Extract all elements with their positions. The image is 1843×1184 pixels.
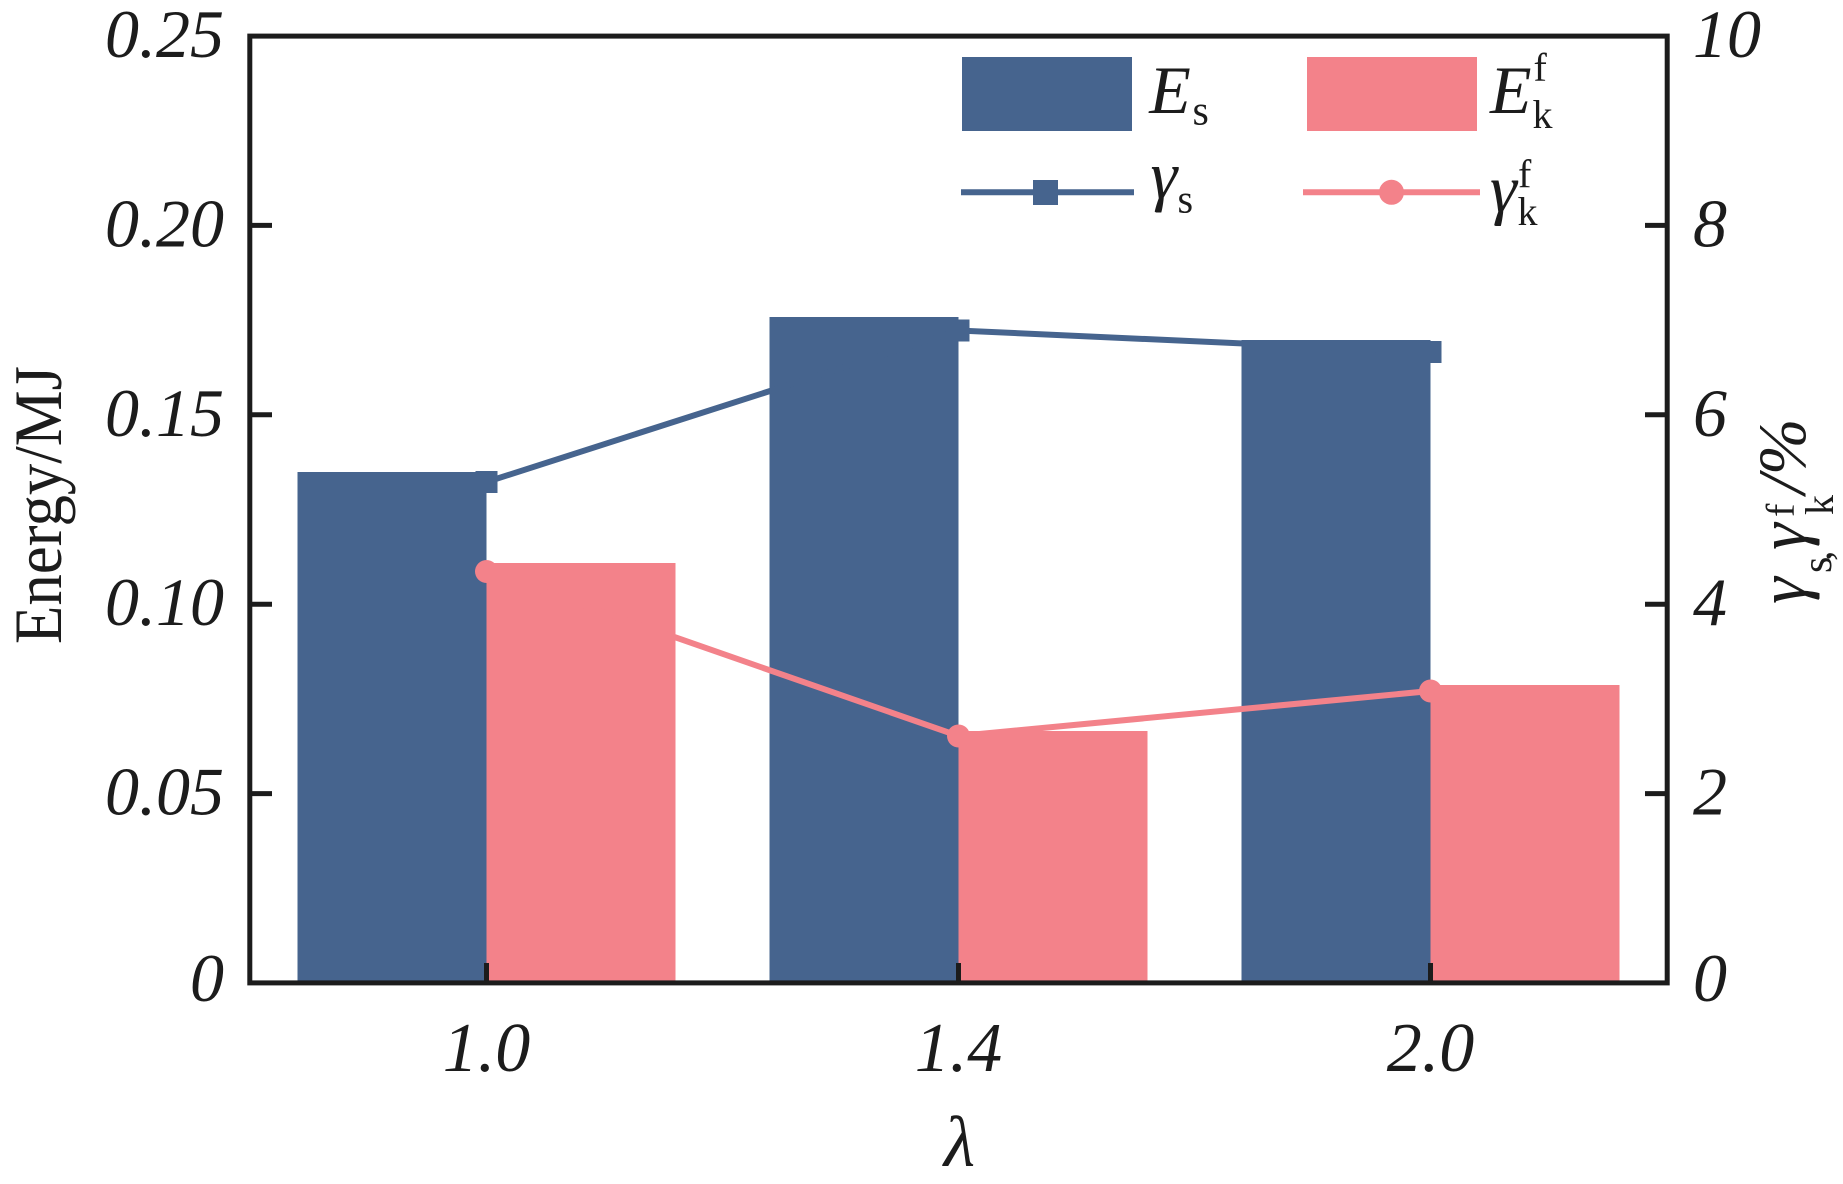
svg-text:1.0: 1.0 xyxy=(443,1010,531,1087)
svg-text:0.20: 0.20 xyxy=(105,185,224,261)
svg-text:2: 2 xyxy=(1693,754,1727,830)
svg-text:10: 10 xyxy=(1693,0,1761,72)
svg-text:s: s xyxy=(1193,89,1209,135)
svg-text:Energy/MJ: Energy/MJ xyxy=(0,366,76,644)
svg-text:s: s xyxy=(1795,557,1841,573)
svg-text:γ: γ xyxy=(1744,521,1820,550)
svg-text:4: 4 xyxy=(1693,564,1727,640)
svg-text:8: 8 xyxy=(1693,185,1727,261)
svg-text:0.10: 0.10 xyxy=(105,564,224,640)
svg-text:k: k xyxy=(1797,495,1842,515)
svg-text:E: E xyxy=(1148,52,1191,128)
svg-text:s: s xyxy=(1178,177,1194,222)
svg-text:1.4: 1.4 xyxy=(915,1010,1003,1087)
svg-text:f: f xyxy=(1518,152,1532,197)
svg-text:,: , xyxy=(1795,551,1841,562)
svg-text:0: 0 xyxy=(190,940,224,1016)
svg-text:γ: γ xyxy=(1490,151,1519,227)
svg-text:0.05: 0.05 xyxy=(105,754,224,830)
svg-text:E: E xyxy=(1489,52,1532,128)
svg-text:γ: γ xyxy=(1151,137,1180,213)
svg-text:k: k xyxy=(1533,92,1553,137)
svg-text:f: f xyxy=(1758,503,1803,517)
svg-text:/%: /% xyxy=(1744,418,1820,498)
svg-text:f: f xyxy=(1534,45,1548,90)
svg-text:2.0: 2.0 xyxy=(1387,1010,1475,1087)
svg-text:6: 6 xyxy=(1693,375,1727,451)
svg-text:0.25: 0.25 xyxy=(105,0,224,72)
svg-text:γ: γ xyxy=(1744,575,1820,604)
svg-text:λ: λ xyxy=(942,1102,975,1182)
svg-text:0: 0 xyxy=(1693,940,1727,1016)
svg-text:0.15: 0.15 xyxy=(105,375,224,451)
svg-text:k: k xyxy=(1518,189,1538,234)
